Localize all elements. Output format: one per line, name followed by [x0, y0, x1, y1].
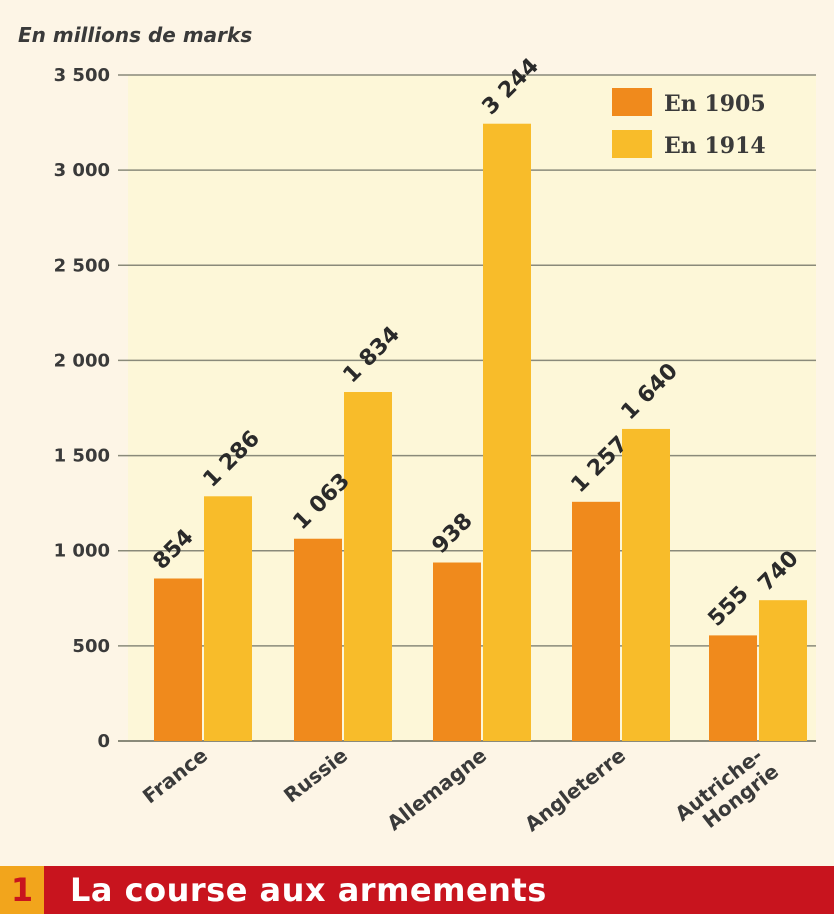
y-axis-ticks: 0 500 1 000 1 500 2 000 2 500 3 000 3 500: [54, 65, 110, 752]
bar-1914: [483, 123, 531, 742]
x-axis-ticks: France Russie Allemagne Angleterre Autriche-…: [138, 743, 783, 836]
legend-label-1905: En 1905: [664, 91, 766, 117]
y-tick-label: 2 000: [54, 350, 110, 371]
bar-1905: [572, 501, 620, 741]
y-tick-label: 2 500: [54, 255, 110, 276]
legend-swatch-1905: [612, 88, 652, 116]
x-tick-label: Russie: [279, 743, 352, 807]
bar-1914: [204, 496, 252, 741]
bars: [154, 123, 807, 742]
y-tick-label: 0: [97, 731, 110, 752]
y-tick-label: 3 500: [54, 65, 110, 86]
y-tick-label: 1 000: [54, 541, 110, 562]
figure-number: 1: [0, 866, 44, 914]
legend-swatch-1914: [612, 130, 652, 158]
y-tick-label: 1 500: [54, 446, 110, 467]
y-axis-unit-label: En millions de marks: [18, 23, 252, 47]
figure-title-banner: 1 La course aux armements: [0, 866, 834, 914]
bar-1914: [344, 392, 392, 741]
x-tick-label: Angleterre: [520, 743, 630, 836]
legend-label-1914: En 1914: [664, 133, 766, 159]
bar-chart: 0 500 1 000 1 500 2 000 2 500 3 000 3 500 Franc…: [18, 23, 816, 836]
figure-title: La course aux armements: [70, 871, 547, 909]
bar-1914: [622, 428, 670, 741]
y-tick-label: 500: [72, 636, 110, 657]
bar-1905: [709, 635, 757, 741]
bar-1914: [759, 600, 807, 741]
bar-1905: [154, 578, 202, 741]
bar-1905: [433, 562, 481, 741]
x-tick-label: Allemagne: [382, 743, 491, 835]
y-tick-label: 3 000: [54, 160, 110, 181]
x-tick-label: France: [138, 743, 212, 808]
legend: En 1905 En 1914: [612, 88, 766, 159]
bar-1905: [294, 538, 342, 741]
